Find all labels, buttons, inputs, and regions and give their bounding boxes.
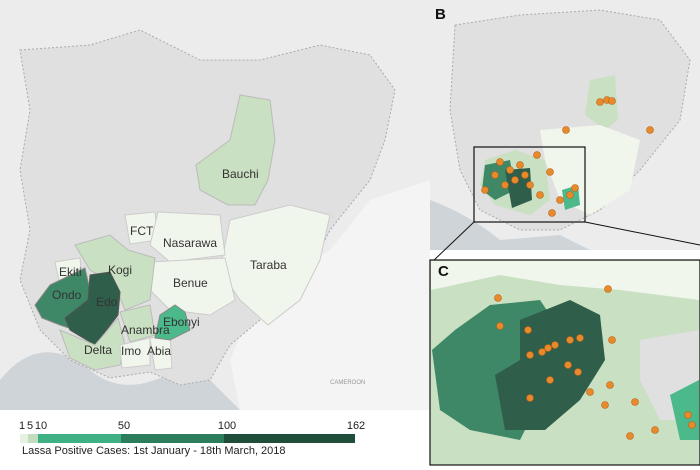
state-nasarawa (149, 211, 226, 263)
legend-tick: 50 (117, 420, 131, 432)
connector-line (584, 221, 700, 246)
connector-line (431, 221, 475, 263)
label-ekiti: Ekiti (59, 265, 82, 279)
label-cameroon: CAMEROON (330, 380, 365, 386)
label-bauchi: Bauchi (222, 167, 259, 181)
legend-tick: 162 (346, 420, 366, 432)
label-ebonyi: Ebonyi (163, 315, 200, 329)
state-ebonyi (154, 304, 191, 341)
label-edo: Edo (96, 295, 118, 309)
cameroon-region (230, 180, 430, 410)
panel-b-label: B (435, 6, 446, 23)
legend-swatch (121, 434, 224, 443)
ocean (0, 352, 240, 410)
panel-c-map (429, 259, 700, 466)
label-imo: Imo (121, 344, 141, 358)
state-anambra (119, 304, 156, 343)
label-anambra: Anambra (121, 323, 170, 337)
main-map: Bauchi FCT Nasarawa Kogi Ekiti Benue Tar… (0, 0, 430, 410)
inset-box (473, 146, 586, 223)
label-kogi: Kogi (108, 263, 132, 277)
label-fct: FCT (130, 224, 154, 238)
legend-tick: 5 (26, 420, 34, 432)
label-taraba: Taraba (250, 258, 287, 272)
panel-c-label: C (438, 263, 449, 280)
legend-color-bar (20, 434, 355, 443)
legend-swatch (20, 434, 28, 443)
state-imo (119, 337, 151, 369)
legend-tick: 100 (217, 420, 237, 432)
legend-tick: 1 (18, 420, 26, 432)
label-abia: Abia (147, 344, 171, 358)
case-markers-b (481, 96, 654, 217)
label-ondo: Ondo (52, 288, 82, 302)
legend-swatch (28, 434, 38, 443)
legend-swatch (38, 434, 121, 443)
legend-tick: 10 (34, 420, 48, 432)
label-benue: Benue (173, 276, 208, 290)
state-bauchi (195, 94, 276, 206)
label-delta: Delta (84, 343, 112, 357)
legend-title: Lassa Positive Cases: 1st January - 18th… (22, 445, 286, 457)
case-markers-c (494, 285, 696, 440)
legend-swatch (224, 434, 355, 443)
panel-b-map (430, 0, 700, 250)
label-nasarawa: Nasarawa (163, 236, 217, 250)
